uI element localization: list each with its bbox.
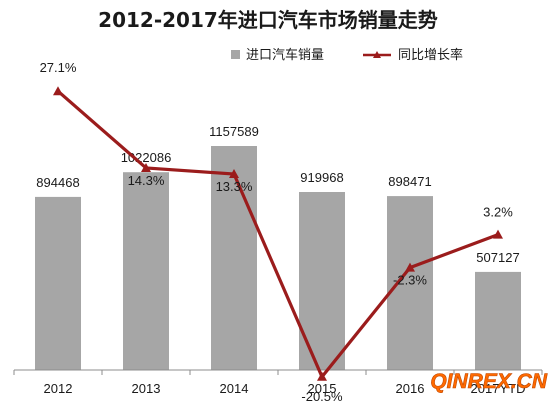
legend-bar-swatch bbox=[231, 50, 240, 59]
growth-marker-2016 bbox=[405, 262, 415, 272]
chart-legend: 进口汽车销量 同比增长率 bbox=[231, 47, 463, 63]
bar-value-label-2013: 1022086 bbox=[121, 150, 172, 165]
legend-label-growth: 同比增长率 bbox=[398, 47, 463, 63]
bar-value-label-2012: 894468 bbox=[36, 175, 79, 190]
legend-line-marker bbox=[373, 51, 381, 58]
growth-marker-2017YTD bbox=[493, 229, 503, 239]
growth-marker-2012 bbox=[53, 86, 63, 96]
bars-layer bbox=[35, 146, 521, 370]
chart-title: 2012-2017年进口汽车市场销量走势 bbox=[98, 8, 438, 32]
x-axis: 2012 2013 2014 2015 2016 2017YTD bbox=[13, 369, 543, 396]
growth-rate-line bbox=[56, 89, 499, 380]
x-tick-label-2017YTD: 2017YTD bbox=[471, 381, 526, 396]
x-tick-label-2012: 2012 bbox=[44, 381, 73, 396]
bar-2014 bbox=[211, 146, 257, 370]
watermark-logo: QINREX.CN bbox=[430, 370, 548, 393]
bar-2016 bbox=[387, 196, 433, 370]
x-tick-label-2016: 2016 bbox=[396, 381, 425, 396]
growth-marker-2014 bbox=[229, 169, 239, 178]
x-tick-label-2014: 2014 bbox=[220, 381, 249, 396]
growth-label-2017YTD: 3.2% bbox=[483, 205, 513, 220]
bar-value-label-2014: 1157589 bbox=[209, 124, 259, 139]
bar-value-label-2015: 919968 bbox=[300, 170, 343, 185]
growth-label-2014: 13.3% bbox=[216, 179, 253, 194]
x-tick-label-2015: 2015 bbox=[308, 381, 337, 396]
x-tick-label-2013: 2013 bbox=[132, 381, 161, 396]
growth-label-2015: -20.5% bbox=[301, 389, 343, 403]
bar-value-label-2016: 898471 bbox=[388, 174, 431, 189]
growth-marker-2013 bbox=[141, 163, 151, 172]
legend-label-sales: 进口汽车销量 bbox=[246, 47, 324, 63]
bar-value-label-2017YTD: 507127 bbox=[476, 250, 519, 265]
growth-marker-2015 bbox=[317, 371, 327, 381]
bar-labels-layer: 894468 1022086 1157589 919968 898471 507127 bbox=[36, 124, 519, 265]
growth-label-2016: -2.3% bbox=[393, 273, 427, 288]
bar-2013 bbox=[123, 172, 169, 370]
growth-line-layer bbox=[53, 86, 503, 381]
bar-2017YTD bbox=[475, 271, 521, 370]
growth-label-2012: 27.1% bbox=[40, 60, 77, 75]
bar-2012 bbox=[35, 196, 81, 370]
growth-labels-layer: 27.1% 14.3% 13.3% -20.5% -2.3% 3.2% bbox=[40, 60, 514, 403]
growth-label-2013: 14.3% bbox=[128, 173, 165, 188]
